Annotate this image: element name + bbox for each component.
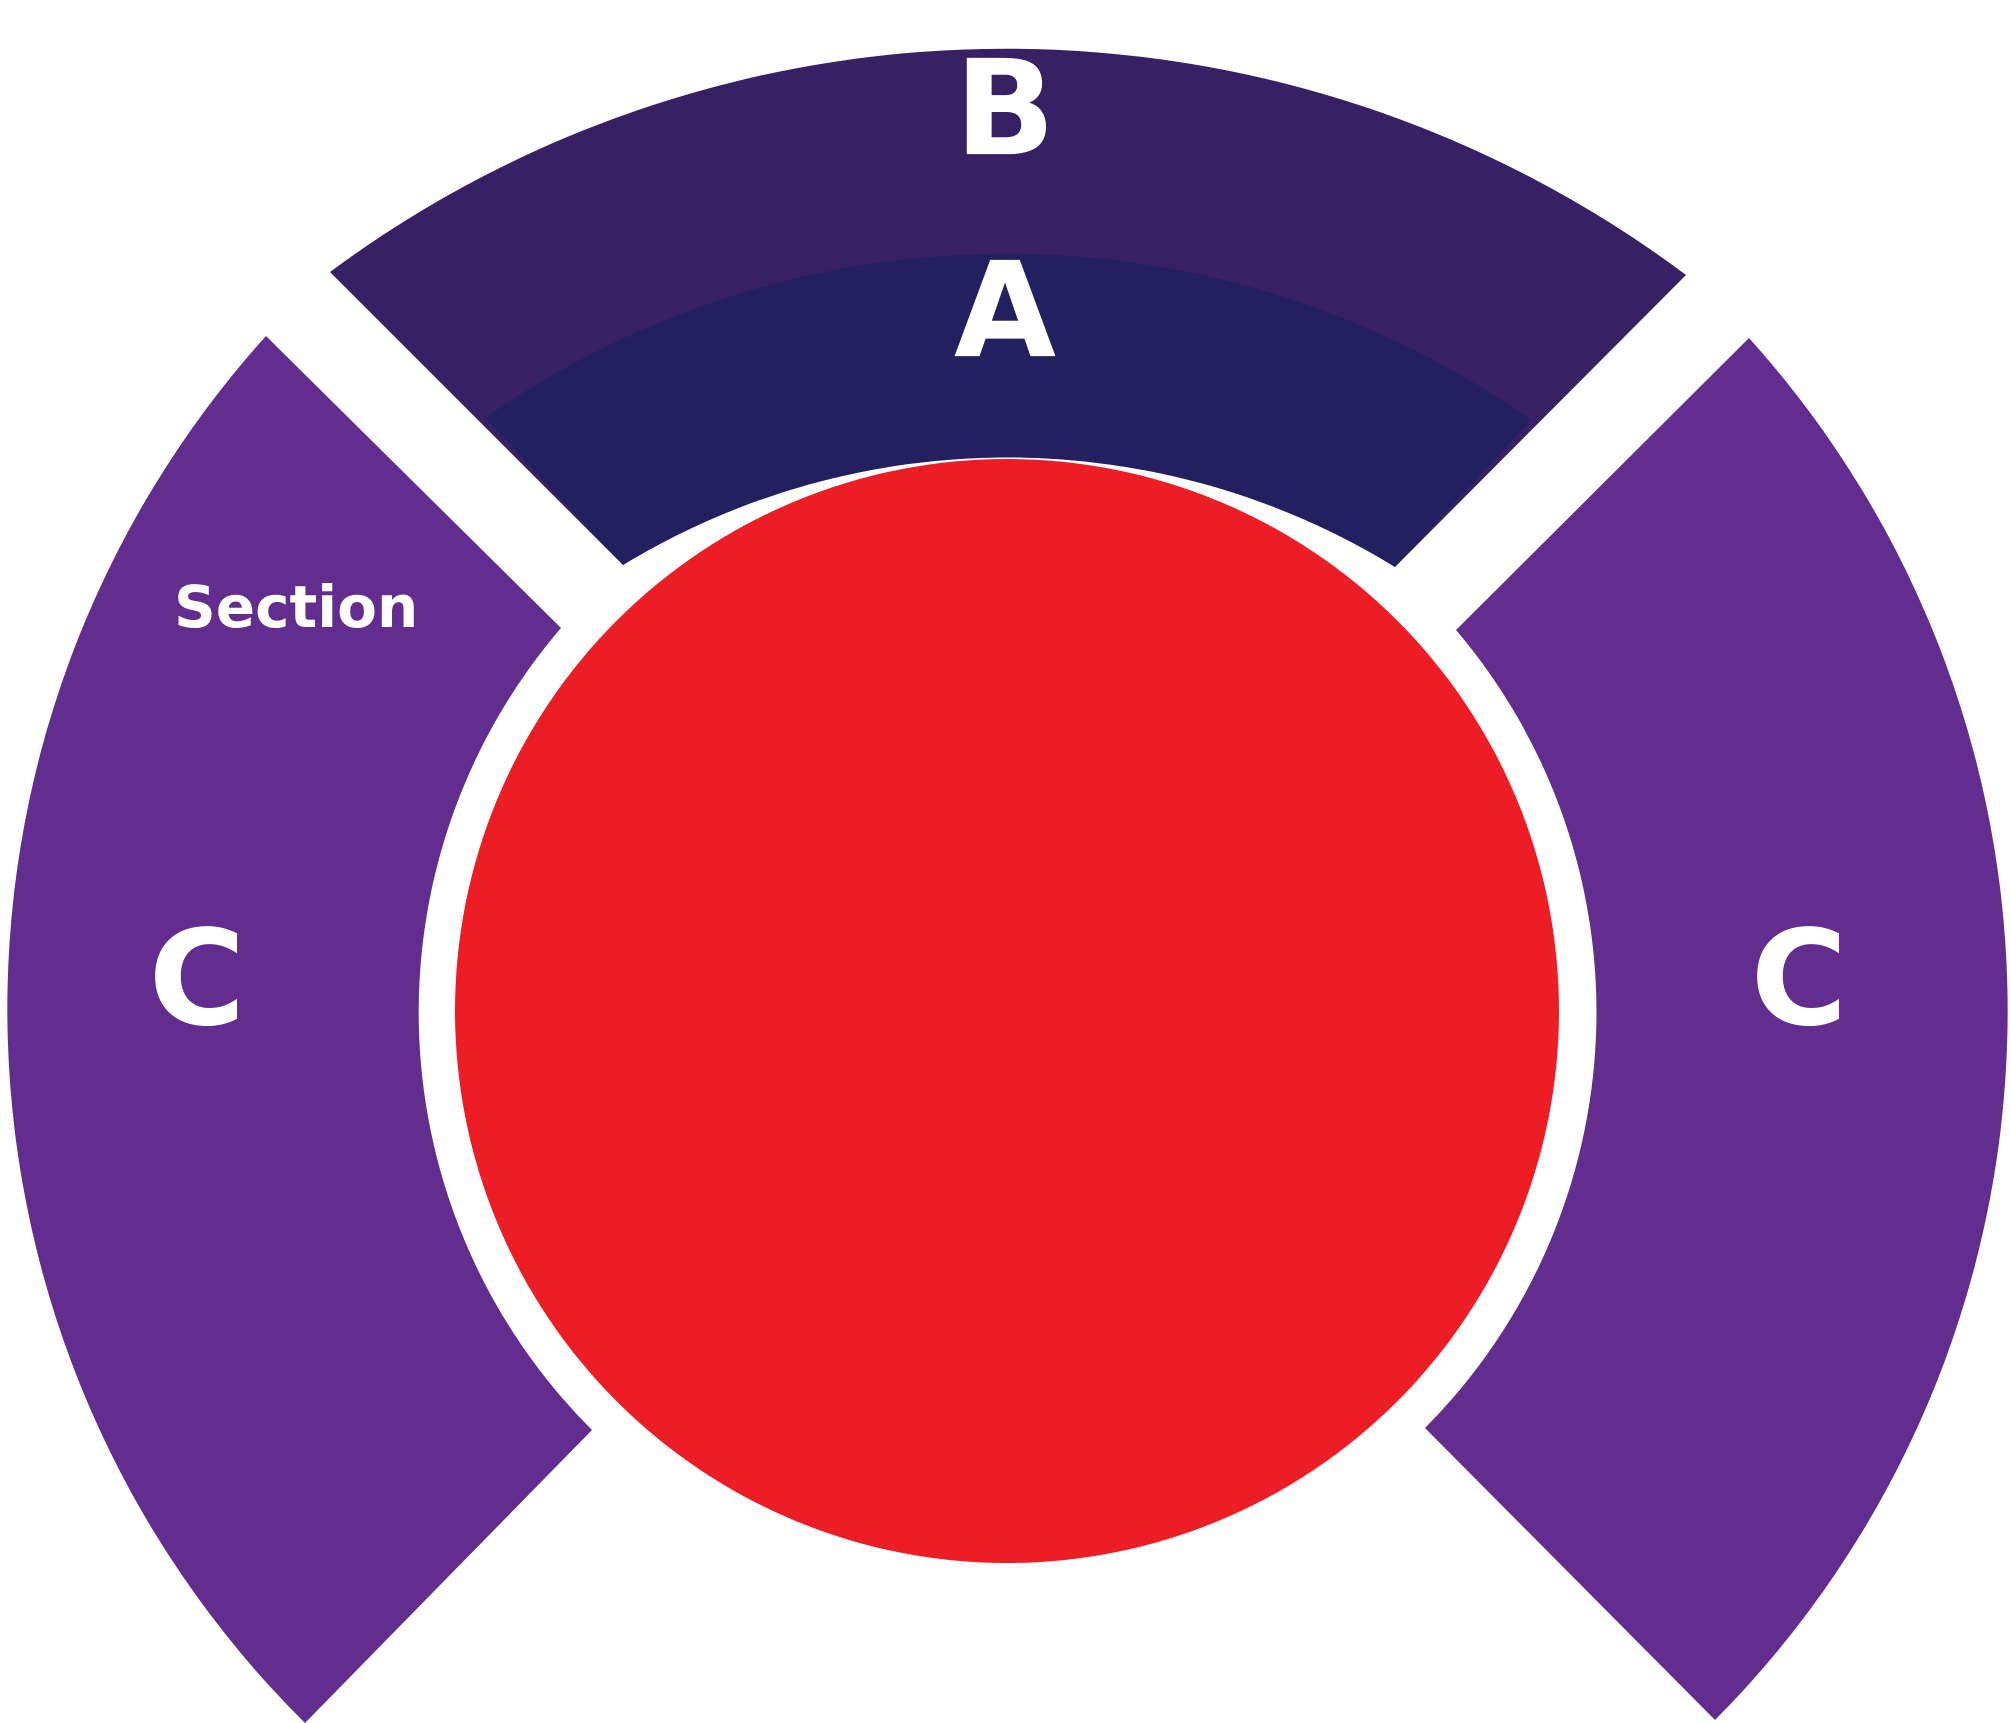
section-c-right-label: C [1751, 902, 1848, 1056]
section-a-area[interactable] [485, 253, 1531, 567]
center-stage [455, 459, 1559, 1563]
section-word-label: Section [174, 573, 418, 641]
section-c-right-area[interactable] [1425, 338, 2008, 1720]
section-b-label: B [955, 32, 1056, 186]
section-c-left-label: C [149, 902, 246, 1056]
section-a-label: A [954, 234, 1056, 388]
section-c-left-area[interactable] [7, 336, 592, 1723]
